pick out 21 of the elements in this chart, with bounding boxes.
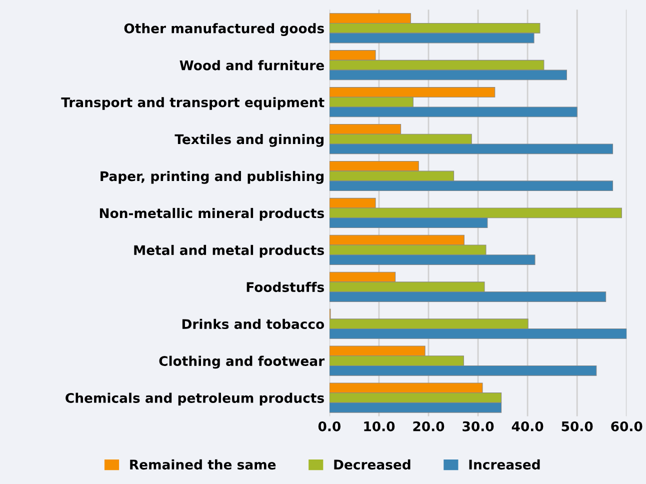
x-tick-label: 0.0: [318, 421, 341, 432]
legend-label: Remained the same: [130, 459, 276, 470]
legend-label: Increased: [469, 459, 540, 470]
x-tick-label: 50.0: [562, 421, 593, 432]
legend-label: Decreased: [334, 459, 410, 470]
x-tick-label: 60.0: [611, 421, 642, 432]
y-tick-label: Clothing and footwear: [159, 356, 325, 369]
x-tick-label: 30.0: [462, 421, 494, 432]
y-tick-label: Non-metallic mineral products: [100, 208, 324, 221]
y-tick-label: Other manufactured goods: [124, 23, 324, 36]
x-tick-label: 40.0: [512, 421, 544, 432]
y-tick-label: Metal and metal products: [134, 244, 324, 258]
x-tick-label: 10.0: [364, 421, 395, 432]
y-tick-label: Textiles and ginning: [174, 134, 324, 147]
y-tick-label: Wood and furniture: [180, 60, 324, 70]
y-tick-label: Paper, printing and publishing: [100, 170, 324, 184]
x-tick-label: 20.0: [413, 421, 444, 432]
y-tick-label: Foodstuffs: [246, 282, 324, 292]
y-tick-label: Transport and transport equipment: [61, 97, 324, 110]
y-tick-label: Chemicals and petroleum products: [66, 392, 324, 406]
y-tick-label: Drinks and tobacco: [182, 318, 324, 330]
